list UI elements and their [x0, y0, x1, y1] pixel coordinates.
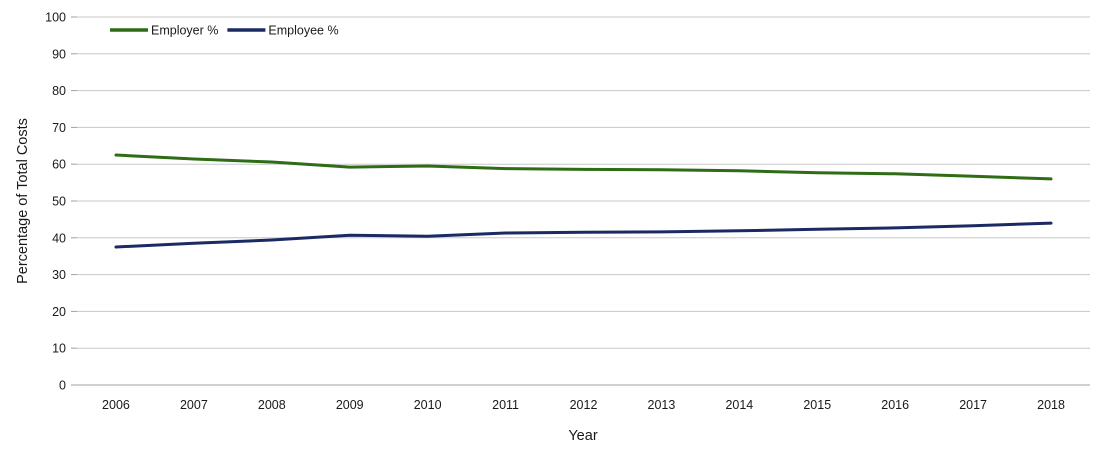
x-tick-label: 2008 [258, 398, 286, 412]
x-tick-label: 2018 [1037, 398, 1065, 412]
x-tick-label: 2014 [725, 398, 753, 412]
series-line-employer [114, 153, 1053, 181]
grid-layer [71, 16, 1090, 386]
legend-label: Employer % [151, 24, 218, 38]
x-tick-label: 2011 [492, 398, 519, 412]
x-tick-label: 2013 [648, 398, 676, 412]
x-tick-label: 2009 [336, 398, 364, 412]
x-tick-label: 2006 [102, 398, 130, 412]
x-tick-label: 2010 [414, 398, 442, 412]
y-tick-label: 70 [52, 121, 66, 135]
x-tick-label: 2016 [881, 398, 909, 412]
y-tick-label: 30 [52, 268, 66, 282]
y-tick-label: 20 [52, 305, 66, 319]
y-tick-label: 10 [52, 342, 66, 356]
x-tick-label: 2007 [180, 398, 208, 412]
x-tick-label: 2015 [803, 398, 831, 412]
series-layer [114, 153, 1053, 249]
y-tick-label: 60 [52, 158, 66, 172]
y-tick-label: 100 [45, 11, 66, 25]
x-axis-title: Year [568, 428, 597, 444]
label-layer: 0 10 20 30 40 50 60 70 80 90 100 2006 2007 2008 2009 20… [45, 11, 1065, 413]
series-line-employee [114, 221, 1053, 249]
y-axis-title: Percentage of Total Costs [15, 118, 31, 284]
legend: Employer % Employee % [110, 24, 339, 38]
y-tick-label: 0 [59, 379, 66, 393]
y-tick-label: 90 [52, 47, 66, 61]
x-tick-label: 2017 [959, 398, 987, 412]
x-tick-label: 2012 [570, 398, 598, 412]
legend-label: Employee % [268, 24, 338, 38]
y-tick-label: 80 [52, 84, 66, 98]
y-tick-label: 40 [52, 231, 66, 245]
y-tick-label: 50 [52, 195, 66, 209]
